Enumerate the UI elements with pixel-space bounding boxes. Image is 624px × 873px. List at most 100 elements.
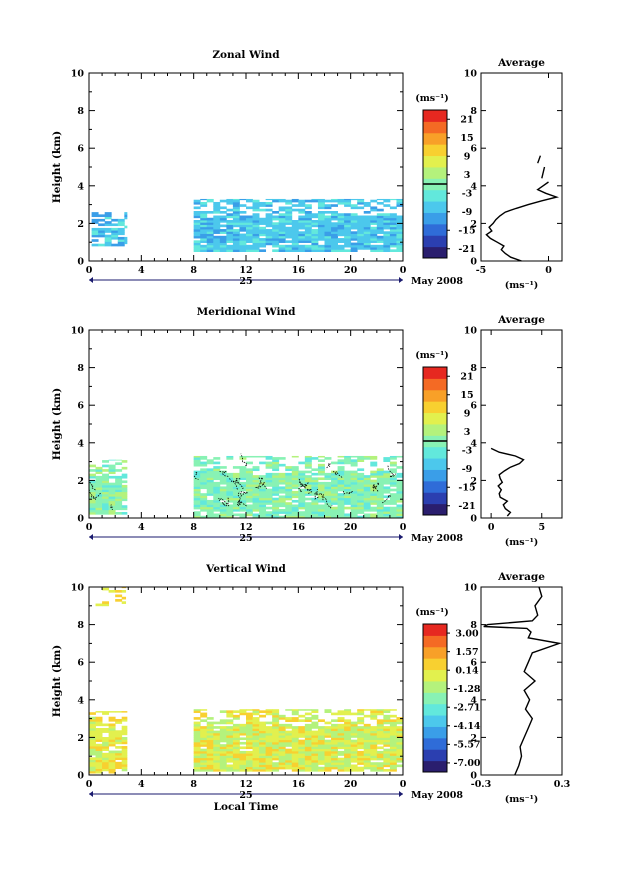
heatmap-cell <box>239 495 247 499</box>
heatmap-cell <box>272 477 280 481</box>
heatmap-cell <box>108 761 116 765</box>
date-label: May 2008 <box>411 276 463 287</box>
colorbar-label: -5.57 <box>453 740 480 751</box>
heatmap-cell <box>272 484 280 487</box>
heatmap-cell <box>285 244 293 248</box>
heatmap-cell <box>265 506 273 510</box>
heatmap-cell <box>193 499 201 503</box>
heatmap-cell <box>363 204 371 207</box>
heatmap-cell <box>226 497 234 501</box>
heatmap-cell <box>213 737 221 741</box>
heatmap-cell <box>383 242 391 246</box>
heatmap-cell <box>383 477 391 481</box>
heatmap-cell <box>272 457 280 460</box>
contour-line <box>229 478 244 490</box>
heatmap-cell <box>291 764 299 768</box>
date-axis-arrow <box>399 534 403 540</box>
heatmap-cell <box>278 728 286 732</box>
heatmap-cell <box>121 741 128 745</box>
heatmap-cell <box>252 735 260 738</box>
heatmap-cell <box>213 502 221 505</box>
heatmap-cell <box>383 739 391 743</box>
heatmap-cell <box>193 244 201 248</box>
heatmap-cell <box>265 213 273 216</box>
heatmap-cell <box>396 748 404 752</box>
heatmap-cell <box>337 511 345 514</box>
heatmap-cell <box>344 220 352 223</box>
heatmap-cell <box>252 502 260 505</box>
heatmap-cell <box>121 752 128 756</box>
heatmap-cell <box>232 201 240 205</box>
heatmap-cell <box>350 504 358 508</box>
heatmap-cell <box>193 224 201 228</box>
heatmap-cell <box>239 750 247 754</box>
heatmap-cell <box>89 482 96 486</box>
heatmap-cell <box>389 479 397 483</box>
heatmap-cell <box>115 590 123 593</box>
heatmap-cell <box>278 497 286 501</box>
heatmap-cell <box>344 198 352 201</box>
heatmap-cell <box>246 717 253 720</box>
heatmap-cell <box>95 718 103 722</box>
heatmap-cell <box>331 513 338 517</box>
heatmap-cell <box>200 750 208 754</box>
heatmap-cell <box>259 737 267 741</box>
average-y-tick-label: 4 <box>470 695 477 706</box>
heatmap-cell <box>291 226 299 230</box>
heatmap-cell <box>272 753 280 756</box>
heatmap-cell <box>278 477 286 481</box>
heatmap-cell <box>108 590 116 593</box>
heatmap-cell <box>383 235 391 239</box>
heatmap-cell <box>272 726 280 729</box>
heatmap-cell <box>298 470 306 474</box>
heatmap-cell <box>259 735 267 738</box>
heatmap-cell <box>350 249 358 252</box>
average-y-tick-label: 6 <box>470 658 477 669</box>
heatmap-cell <box>363 739 371 743</box>
heatmap-cell <box>285 208 293 212</box>
heatmap-cell <box>298 714 306 718</box>
heatmap-cell <box>357 759 365 763</box>
heatmap-cell <box>304 497 312 501</box>
heatmap-cell <box>89 464 96 468</box>
heatmap-cell <box>193 235 201 239</box>
heatmap-cell <box>389 759 397 763</box>
heatmap-cell <box>396 757 404 761</box>
heatmap-cell <box>219 481 227 485</box>
heatmap-cell <box>370 206 378 210</box>
heatmap-cell <box>239 244 247 248</box>
heatmap-cell <box>298 499 306 503</box>
heatmap-cell <box>121 718 128 722</box>
heatmap-cell <box>252 238 260 241</box>
heatmap-cell <box>344 499 352 503</box>
heatmap-cell <box>278 244 286 248</box>
heatmap-cell <box>344 753 352 756</box>
heatmap-cell <box>317 753 325 756</box>
heatmap-cell <box>200 463 208 467</box>
heatmap-cell <box>317 499 325 503</box>
heatmap-cell <box>298 515 306 519</box>
heatmap-cell <box>95 475 103 479</box>
heatmap-cell <box>252 481 260 485</box>
heatmap-cell <box>232 499 240 503</box>
heatmap-cell <box>331 726 338 729</box>
heatmap-cell <box>226 233 234 237</box>
heatmap-cell <box>193 220 201 223</box>
heatmap-cell <box>265 759 273 763</box>
heatmap-cell <box>89 734 96 738</box>
heatmap-cell <box>259 513 267 517</box>
heatmap-cell <box>89 739 96 742</box>
heatmap-cell <box>200 766 208 770</box>
heatmap-cell <box>291 735 299 738</box>
heatmap-cell <box>350 764 358 768</box>
heatmap-cell <box>350 472 358 476</box>
heatmap-cell <box>111 218 119 222</box>
heatmap-cell <box>311 709 319 711</box>
heatmap-cell <box>304 455 312 458</box>
heatmap-cell <box>121 732 128 736</box>
heatmap-cell <box>337 244 345 248</box>
heatmap-cell <box>383 220 391 223</box>
heatmap-cell <box>239 710 247 713</box>
heatmap-cell <box>389 746 397 750</box>
heatmap-cell <box>304 750 312 754</box>
